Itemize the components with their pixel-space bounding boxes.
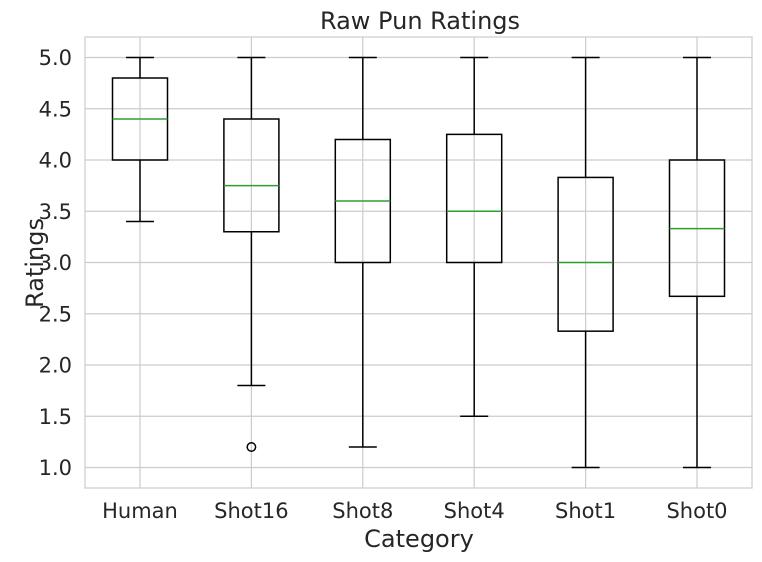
x-tick-label: Shot16 <box>214 499 288 523</box>
x-tick-label: Shot1 <box>555 499 616 523</box>
chart-title: Raw Pun Ratings <box>320 7 520 35</box>
x-tick-label: Shot8 <box>332 499 393 523</box>
box-group <box>668 56 726 469</box>
y-tick-label: 5.0 <box>39 46 72 70</box>
y-tick-label: 2.0 <box>39 354 72 378</box>
x-tick-label: Human <box>102 499 178 523</box>
y-tick-label: 1.0 <box>39 456 72 480</box>
y-tick-label: 4.5 <box>39 97 72 121</box>
x-axis-label: Category <box>364 525 474 553</box>
box <box>445 133 503 264</box>
plot-frame <box>84 36 753 489</box>
box-group <box>445 56 503 417</box>
box-group <box>111 56 169 223</box>
x-tick-labels: Human Shot16 Shot8 Shot4 Shot1 Shot0 <box>102 499 727 523</box>
y-tick-label: 3.0 <box>39 251 72 275</box>
box-group <box>334 56 392 448</box>
y-tick-label: 1.5 <box>39 405 72 429</box>
box <box>223 118 280 233</box>
x-tick-label: Shot4 <box>444 499 505 523</box>
y-tick-label: 2.5 <box>39 302 72 326</box>
outlier-point <box>246 442 257 452</box>
box-group <box>557 56 614 469</box>
y-axis-label: Ratings <box>21 218 49 308</box>
boxes <box>111 56 726 469</box>
box <box>557 176 614 332</box>
y-tick-label: 4.0 <box>39 149 72 173</box>
x-tick-label: Shot0 <box>666 499 727 523</box>
y-tick-label: 3.5 <box>39 200 72 224</box>
box-group <box>223 56 280 452</box>
y-tick-labels: 1.0 1.5 2.0 2.5 3.0 3.5 4.0 4.5 5.0 <box>39 46 72 480</box>
